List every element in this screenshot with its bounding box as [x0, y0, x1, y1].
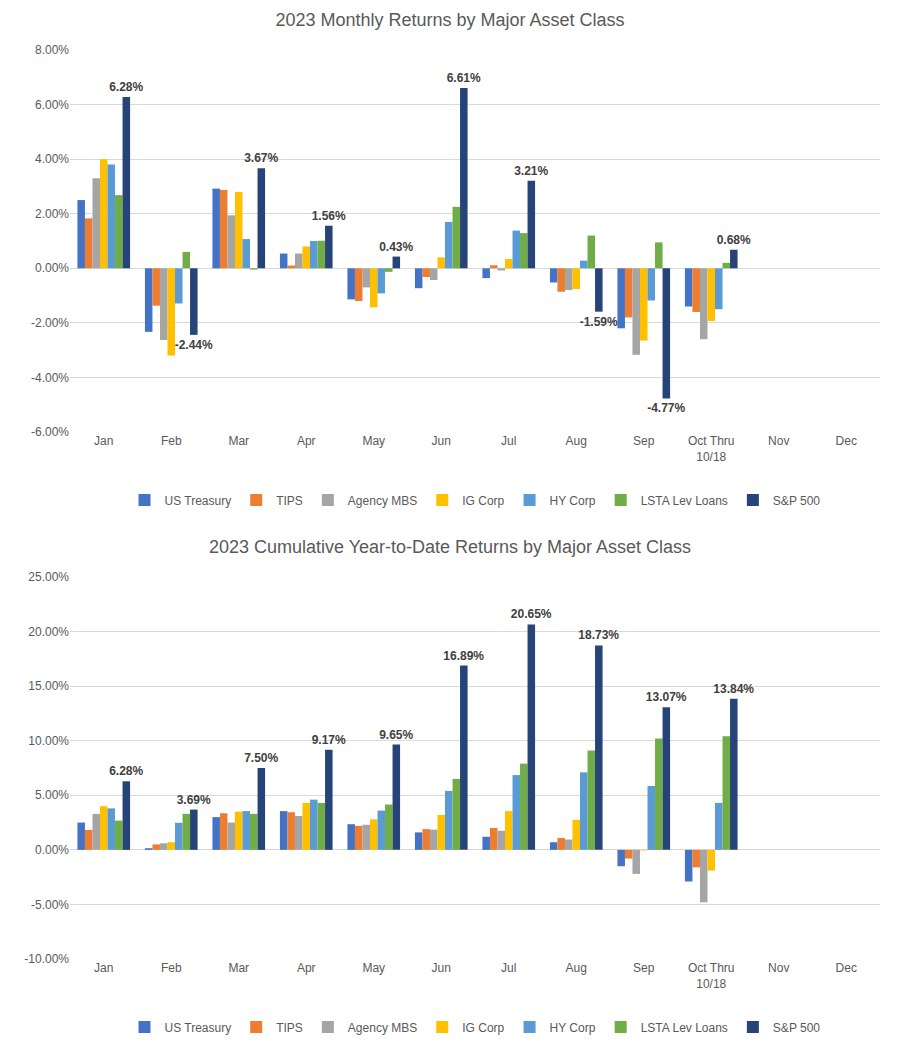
- svg-text:4.00%: 4.00%: [35, 152, 69, 166]
- svg-text:TIPS: TIPS: [276, 494, 303, 508]
- svg-text:2023 Cumulative Year-to-Date R: 2023 Cumulative Year-to-Date Returns by …: [209, 537, 691, 557]
- svg-text:Oct Thru10/18: Oct Thru10/18: [688, 961, 734, 991]
- svg-text:Feb: Feb: [161, 434, 182, 448]
- svg-text:Feb: Feb: [161, 961, 182, 975]
- svg-text:Oct Thru10/18: Oct Thru10/18: [688, 434, 734, 464]
- svg-text:0.43%: 0.43%: [379, 240, 413, 254]
- svg-text:2023 Monthly Returns by Major: 2023 Monthly Returns by Major Asset Clas…: [275, 10, 624, 30]
- svg-text:-5.00%: -5.00%: [31, 898, 69, 912]
- svg-text:Mar: Mar: [228, 434, 249, 448]
- svg-text:-6.00%: -6.00%: [31, 425, 69, 439]
- svg-text:18.73%: 18.73%: [578, 628, 619, 642]
- svg-text:S&P 500: S&P 500: [773, 494, 820, 508]
- svg-text:13.07%: 13.07%: [646, 690, 687, 704]
- svg-text:6.28%: 6.28%: [109, 764, 143, 778]
- svg-text:16.89%: 16.89%: [443, 649, 484, 663]
- svg-text:May: May: [362, 961, 385, 975]
- svg-text:Sep: Sep: [633, 434, 655, 448]
- svg-text:-2.00%: -2.00%: [31, 316, 69, 330]
- svg-text:8.00%: 8.00%: [35, 43, 69, 57]
- svg-text:-4.00%: -4.00%: [31, 371, 69, 385]
- svg-text:Mar: Mar: [228, 961, 249, 975]
- svg-text:Agency MBS: Agency MBS: [348, 1021, 417, 1035]
- svg-text:Jun: Jun: [432, 961, 451, 975]
- svg-text:5.00%: 5.00%: [35, 788, 69, 802]
- svg-text:13.84%: 13.84%: [713, 682, 754, 696]
- svg-text:Aug: Aug: [566, 961, 587, 975]
- svg-text:15.00%: 15.00%: [28, 679, 69, 693]
- svg-text:Jan: Jan: [94, 434, 113, 448]
- svg-text:Dec: Dec: [836, 434, 857, 448]
- svg-text:IG Corp: IG Corp: [462, 494, 504, 508]
- svg-text:1.56%: 1.56%: [312, 209, 346, 223]
- svg-text:HY Corp: HY Corp: [550, 494, 596, 508]
- svg-text:7.50%: 7.50%: [244, 751, 278, 765]
- svg-text:US Treasury: US Treasury: [165, 494, 232, 508]
- svg-text:Apr: Apr: [297, 961, 316, 975]
- svg-text:S&P 500: S&P 500: [773, 1021, 820, 1035]
- svg-text:6.28%: 6.28%: [109, 80, 143, 94]
- svg-text:Aug: Aug: [566, 434, 587, 448]
- svg-text:Jan: Jan: [94, 961, 113, 975]
- svg-text:-1.59%: -1.59%: [580, 315, 618, 329]
- svg-text:Dec: Dec: [836, 961, 857, 975]
- svg-text:-10.00%: -10.00%: [24, 952, 69, 966]
- svg-text:Sep: Sep: [633, 961, 655, 975]
- svg-text:TIPS: TIPS: [276, 1021, 303, 1035]
- svg-text:LSTA Lev Loans: LSTA Lev Loans: [641, 494, 728, 508]
- svg-text:HY Corp: HY Corp: [550, 1021, 596, 1035]
- svg-text:0.68%: 0.68%: [717, 233, 751, 247]
- svg-text:US Treasury: US Treasury: [165, 1021, 232, 1035]
- svg-text:-2.44%: -2.44%: [175, 338, 213, 352]
- svg-text:3.21%: 3.21%: [514, 164, 548, 178]
- svg-text:Jul: Jul: [501, 961, 516, 975]
- svg-text:May: May: [362, 434, 385, 448]
- svg-text:0.00%: 0.00%: [35, 843, 69, 857]
- svg-text:2.00%: 2.00%: [35, 207, 69, 221]
- svg-text:Jul: Jul: [501, 434, 516, 448]
- svg-text:10.00%: 10.00%: [28, 734, 69, 748]
- svg-text:Agency MBS: Agency MBS: [348, 494, 417, 508]
- svg-text:20.65%: 20.65%: [511, 607, 552, 621]
- svg-text:Jun: Jun: [432, 434, 451, 448]
- svg-text:LSTA Lev Loans: LSTA Lev Loans: [641, 1021, 728, 1035]
- svg-text:9.65%: 9.65%: [379, 728, 413, 742]
- svg-text:20.00%: 20.00%: [28, 625, 69, 639]
- svg-text:3.67%: 3.67%: [244, 151, 278, 165]
- svg-text:0.00%: 0.00%: [35, 261, 69, 275]
- svg-text:25.00%: 25.00%: [28, 570, 69, 584]
- svg-text:9.17%: 9.17%: [312, 733, 346, 747]
- svg-text:3.69%: 3.69%: [177, 793, 211, 807]
- svg-text:Nov: Nov: [768, 961, 789, 975]
- svg-text:-4.77%: -4.77%: [647, 401, 685, 415]
- svg-text:Apr: Apr: [297, 434, 316, 448]
- svg-text:6.00%: 6.00%: [35, 98, 69, 112]
- svg-text:6.61%: 6.61%: [447, 71, 481, 85]
- svg-text:IG Corp: IG Corp: [462, 1021, 504, 1035]
- svg-text:Nov: Nov: [768, 434, 789, 448]
